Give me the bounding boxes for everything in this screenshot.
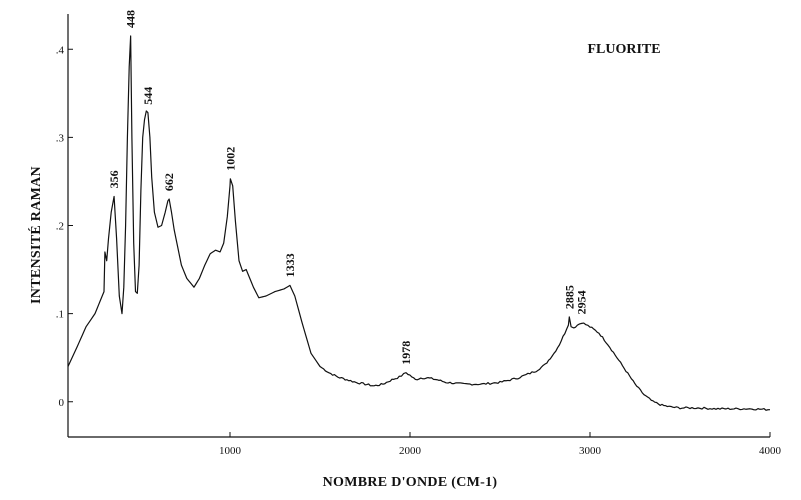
y-axis-title: INTENSITÉ RAMAN: [27, 166, 44, 304]
peak-label: 1333: [283, 253, 297, 277]
y-tick-label: .4: [56, 44, 65, 56]
peak-label: 2954: [575, 290, 589, 314]
x-tick-label: 3000: [579, 445, 602, 457]
spectrum-line: [67, 35, 771, 411]
x-axis-title: NOMBRE D'ONDE (CM-1): [323, 475, 498, 490]
peak-label: 356: [107, 170, 121, 188]
y-tick-label: 0: [59, 397, 65, 409]
peak-label: 2885: [562, 285, 576, 309]
y-tick-label: .2: [56, 221, 64, 233]
axes-group: 0 .1 .2 .3 .4 1000 2000 3000 4000: [56, 14, 782, 457]
peak-label: 662: [162, 173, 176, 191]
x-tick-label: 2000: [399, 445, 422, 457]
x-tick-label: 4000: [759, 445, 782, 457]
peak-label: 1978: [399, 341, 413, 365]
chart-title: FLUORITE: [587, 42, 660, 57]
y-tick-label: .3: [56, 132, 65, 144]
x-tick-label: 1000: [219, 445, 242, 457]
peak-label: 1002: [223, 147, 237, 171]
series-group: [67, 35, 771, 411]
y-tick-label: .1: [56, 309, 64, 321]
peak-label: 448: [124, 10, 138, 28]
peak-label: 544: [141, 87, 155, 105]
